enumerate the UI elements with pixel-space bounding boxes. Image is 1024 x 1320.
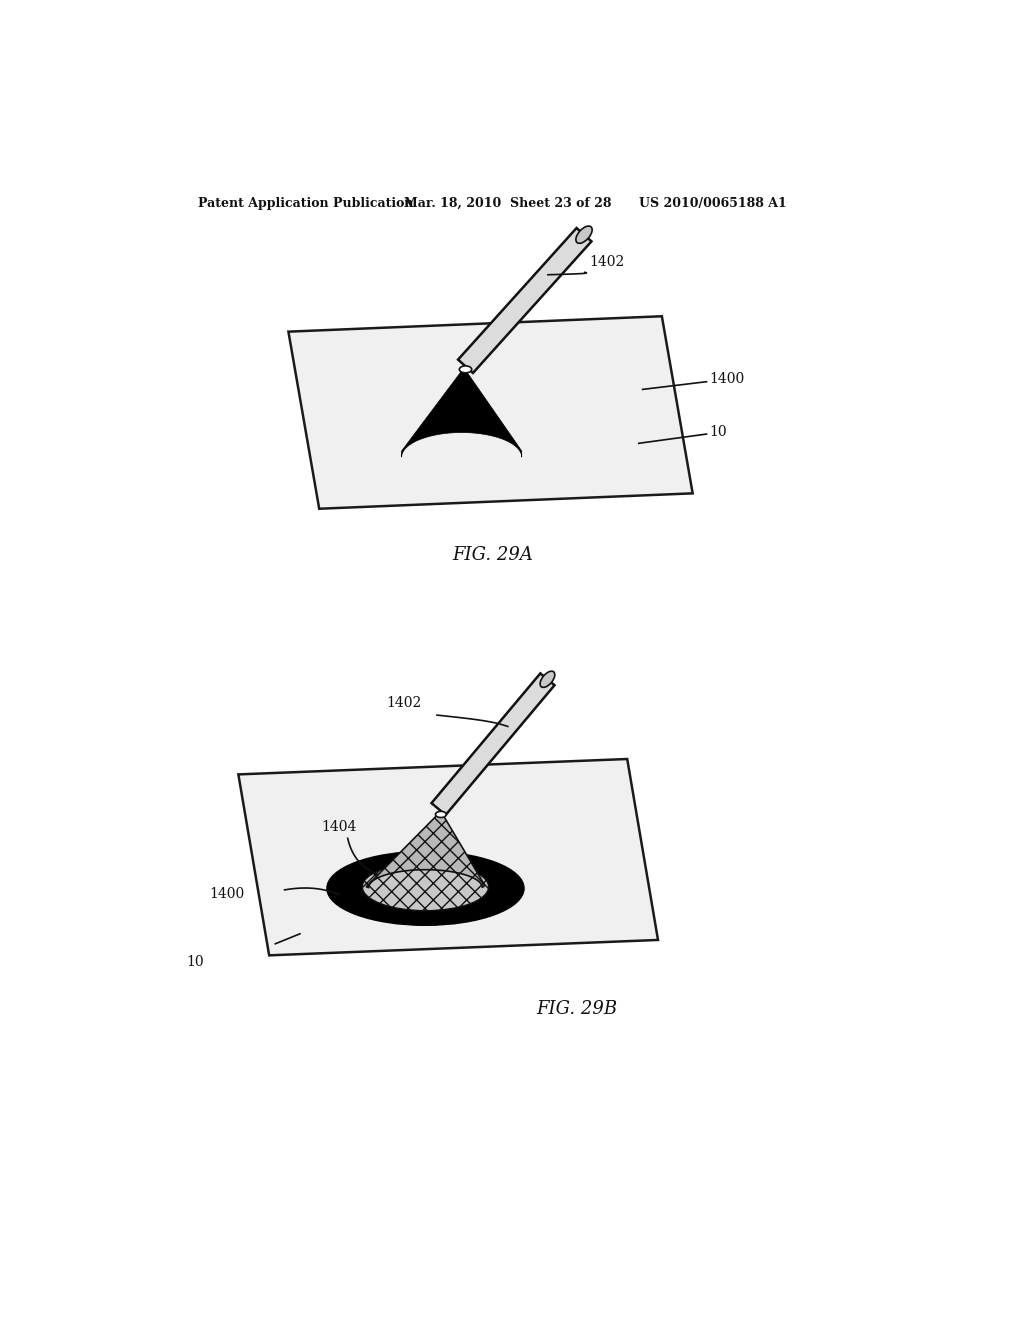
Ellipse shape bbox=[435, 812, 446, 817]
Ellipse shape bbox=[362, 863, 488, 911]
Ellipse shape bbox=[540, 671, 555, 688]
Polygon shape bbox=[289, 317, 692, 508]
Polygon shape bbox=[401, 368, 521, 457]
Text: 1404: 1404 bbox=[322, 820, 357, 834]
Text: 1402: 1402 bbox=[386, 697, 422, 710]
Text: Mar. 18, 2010  Sheet 23 of 28: Mar. 18, 2010 Sheet 23 of 28 bbox=[403, 197, 611, 210]
Polygon shape bbox=[367, 812, 484, 887]
Text: FIG. 29A: FIG. 29A bbox=[452, 546, 532, 564]
Polygon shape bbox=[458, 228, 592, 374]
Text: 10: 10 bbox=[710, 425, 727, 438]
Text: 1402: 1402 bbox=[590, 255, 625, 268]
Text: FIG. 29B: FIG. 29B bbox=[537, 1001, 617, 1018]
Ellipse shape bbox=[575, 226, 592, 243]
Polygon shape bbox=[239, 759, 658, 956]
Text: Patent Application Publication: Patent Application Publication bbox=[199, 197, 414, 210]
Text: 10: 10 bbox=[186, 954, 204, 969]
Text: US 2010/0065188 A1: US 2010/0065188 A1 bbox=[639, 197, 786, 210]
Ellipse shape bbox=[460, 366, 472, 372]
Text: 1400: 1400 bbox=[209, 887, 245, 900]
Ellipse shape bbox=[327, 851, 524, 925]
Polygon shape bbox=[431, 673, 555, 814]
Text: 1400: 1400 bbox=[710, 372, 744, 387]
